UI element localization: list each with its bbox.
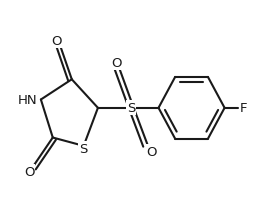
Text: O: O xyxy=(24,166,34,179)
Text: S: S xyxy=(127,102,135,115)
Text: O: O xyxy=(51,34,62,47)
Text: O: O xyxy=(112,57,122,70)
Text: HN: HN xyxy=(18,94,38,106)
Text: S: S xyxy=(80,142,88,155)
Text: O: O xyxy=(146,146,157,158)
Text: F: F xyxy=(240,102,247,115)
